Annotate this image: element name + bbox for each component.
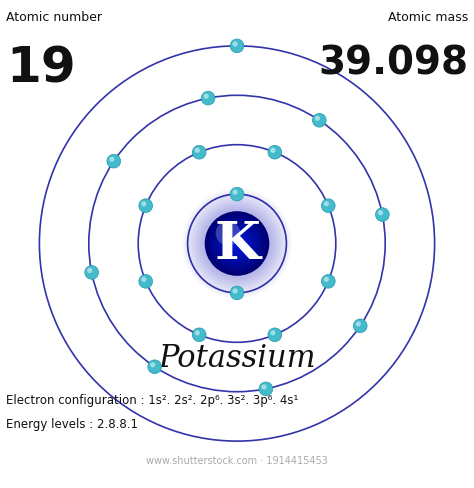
- Circle shape: [234, 241, 240, 247]
- Circle shape: [230, 188, 244, 202]
- Circle shape: [216, 222, 240, 246]
- Circle shape: [321, 200, 335, 213]
- Text: 39.098: 39.098: [318, 44, 468, 82]
- Circle shape: [354, 319, 367, 333]
- Circle shape: [218, 224, 256, 264]
- Circle shape: [192, 328, 206, 342]
- Circle shape: [228, 234, 246, 254]
- Circle shape: [232, 42, 237, 47]
- Circle shape: [216, 223, 258, 265]
- Circle shape: [261, 385, 266, 390]
- Circle shape: [150, 363, 155, 367]
- Text: Atomic mass: Atomic mass: [388, 11, 468, 24]
- Circle shape: [270, 148, 275, 154]
- Circle shape: [192, 146, 206, 160]
- Circle shape: [195, 148, 200, 154]
- Circle shape: [230, 238, 244, 250]
- Circle shape: [139, 200, 153, 213]
- Circle shape: [315, 117, 320, 122]
- Circle shape: [221, 228, 253, 260]
- Circle shape: [356, 322, 361, 327]
- Circle shape: [222, 229, 252, 259]
- Circle shape: [109, 157, 114, 163]
- Circle shape: [312, 114, 326, 128]
- Text: www.shutterstock.com · 1914415453: www.shutterstock.com · 1914415453: [146, 455, 328, 465]
- Circle shape: [85, 266, 99, 280]
- Circle shape: [214, 222, 260, 266]
- Circle shape: [141, 277, 146, 283]
- Text: K: K: [214, 219, 260, 269]
- Circle shape: [232, 289, 237, 294]
- Circle shape: [141, 202, 146, 207]
- Circle shape: [232, 239, 242, 249]
- Circle shape: [139, 275, 153, 288]
- Circle shape: [206, 213, 268, 275]
- Circle shape: [213, 220, 261, 268]
- Circle shape: [208, 215, 266, 273]
- Circle shape: [378, 211, 383, 216]
- Circle shape: [236, 243, 238, 245]
- Circle shape: [195, 330, 200, 336]
- Text: Electron configuration : 1s². 2s². 2p⁶. 3s². 3p⁶. 4s¹: Electron configuration : 1s². 2s². 2p⁶. …: [6, 393, 299, 406]
- Circle shape: [268, 328, 282, 342]
- Text: Energy levels : 2.8.8.1: Energy levels : 2.8.8.1: [6, 417, 138, 430]
- Text: 19: 19: [6, 44, 76, 92]
- Circle shape: [205, 212, 269, 276]
- Circle shape: [324, 277, 329, 283]
- Circle shape: [224, 231, 250, 257]
- Circle shape: [226, 233, 248, 255]
- Circle shape: [229, 236, 245, 252]
- Circle shape: [148, 360, 162, 374]
- Circle shape: [259, 382, 273, 396]
- Circle shape: [201, 92, 215, 106]
- Text: Atomic number: Atomic number: [6, 11, 102, 24]
- Circle shape: [87, 268, 92, 274]
- Circle shape: [230, 286, 244, 300]
- Circle shape: [270, 330, 275, 336]
- Circle shape: [230, 40, 244, 54]
- Circle shape: [107, 155, 120, 169]
- Circle shape: [210, 217, 264, 271]
- Circle shape: [232, 190, 237, 195]
- Circle shape: [268, 146, 282, 160]
- Circle shape: [324, 202, 329, 207]
- Circle shape: [321, 275, 335, 288]
- Circle shape: [375, 208, 389, 222]
- Circle shape: [219, 226, 255, 262]
- Circle shape: [203, 95, 209, 100]
- Circle shape: [211, 218, 263, 270]
- Text: Potassium: Potassium: [158, 343, 316, 373]
